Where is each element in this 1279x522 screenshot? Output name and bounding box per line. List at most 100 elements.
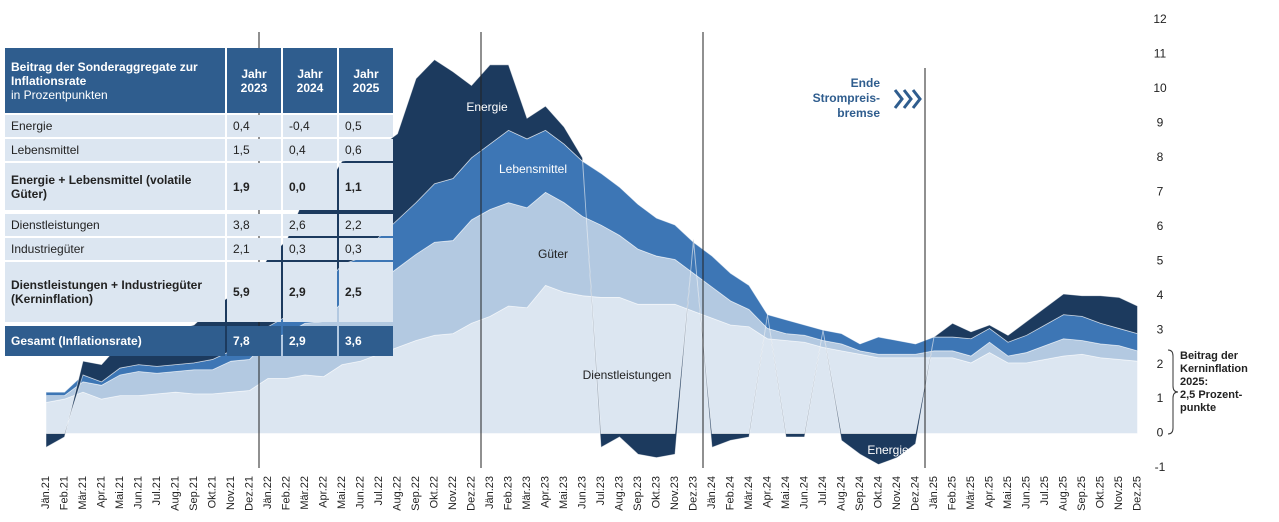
x-tick-label: Jun.23: [576, 476, 588, 509]
y-tick-label: 6: [1157, 219, 1164, 233]
annotation: Ende: [851, 76, 881, 90]
x-tick-label: Mär.25: [965, 476, 977, 510]
y-tick-label: 5: [1157, 253, 1164, 267]
table-header: Beitrag der Sonderaggregate zur Inflatio…: [5, 48, 393, 113]
row-label: Energie + Lebensmittel (volatile Güter): [5, 163, 225, 210]
table-row: Dienstleistungen 3,8 2,6 2,2: [5, 214, 393, 236]
x-tick-label: Sep.24: [854, 476, 866, 511]
annotation: 2,5 Prozent-: [1180, 389, 1243, 401]
table-subtitle: in Prozentpunkten: [11, 87, 108, 102]
x-tick-label: Nov.23: [669, 476, 681, 510]
cell: 0,4: [283, 139, 337, 161]
cell: 0,5: [339, 115, 393, 137]
x-tick-label: Dez.23: [687, 476, 699, 511]
row-label: Dienstleistungen + Industriegüter (Kerni…: [5, 262, 225, 322]
table-row: Energie + Lebensmittel (volatile Güter) 1…: [5, 163, 393, 210]
x-tick-label: Mai.24: [780, 476, 792, 509]
table-row: Gesamt (Inflationsrate) 7,8 2,9 3,6: [5, 326, 393, 356]
x-tick-label: Okt.21: [206, 476, 218, 508]
y-tick-label: 1: [1157, 391, 1164, 405]
cell: 2,1: [227, 238, 281, 260]
cell: 2,2: [339, 214, 393, 236]
table: Beitrag der Sonderaggregate zur Inflatio…: [5, 48, 393, 358]
x-tick-label: Okt.25: [1094, 476, 1106, 508]
x-tick-label: Aug.21: [169, 476, 181, 511]
series-label: Lebensmittel: [499, 162, 567, 176]
x-tick-label: Jän.24: [706, 476, 718, 509]
x-tick-label: Nov.24: [891, 476, 903, 510]
table-title: Beitrag der Sonderaggregate zur Inflatio…: [11, 59, 198, 88]
x-tick-label: Jul.21: [151, 476, 163, 505]
cell: 3,6: [339, 326, 393, 356]
column-header: Jahr 2023: [227, 48, 281, 113]
x-tick-label: Dez.24: [909, 476, 921, 511]
x-tick-label: Apr.21: [95, 476, 107, 508]
annotation: Strompreis-: [813, 91, 880, 105]
x-tick-label: Dez.25: [1131, 476, 1143, 511]
x-tick-label: Jul.23: [595, 476, 607, 505]
y-tick-label: -1: [1155, 460, 1166, 474]
cell: 1,1: [339, 163, 393, 210]
row-label: Dienstleistungen: [5, 214, 225, 236]
x-tick-label: Jun.22: [354, 476, 366, 509]
x-tick-label: Jun.25: [1020, 476, 1032, 509]
x-tick-label: Feb.24: [724, 476, 736, 510]
cell: 5,9: [227, 262, 281, 322]
table-row: Lebensmittel 1,5 0,4 0,6: [5, 139, 393, 161]
table-row: Dienstleistungen + Industriegüter (Kerni…: [5, 262, 393, 322]
x-tick-label: Mai.21: [114, 476, 126, 509]
cell: 2,5: [339, 262, 393, 322]
cell: 0,0: [283, 163, 337, 210]
x-tick-label: Feb.22: [280, 476, 292, 510]
row-label: Lebensmittel: [5, 139, 225, 161]
x-tick-label: Apr.22: [317, 476, 329, 508]
x-tick-label: Nov.22: [447, 476, 459, 510]
x-tick-label: Feb.21: [58, 476, 70, 510]
x-tick-label: Feb.23: [502, 476, 514, 510]
x-tick-label: Mär.21: [77, 476, 89, 510]
column-header: Jahr 2025: [339, 48, 393, 113]
cell: 7,8: [227, 326, 281, 356]
x-tick-label: Mär.23: [521, 476, 533, 510]
x-tick-label: Jun.24: [798, 476, 810, 509]
x-tick-label: Apr.23: [539, 476, 551, 508]
cell: 3,8: [227, 214, 281, 236]
y-tick-label: 4: [1157, 288, 1164, 302]
column-header: Jahr 2024: [283, 48, 337, 113]
y-tick-label: 10: [1153, 81, 1167, 95]
x-tick-label: Jän.23: [484, 476, 496, 509]
cell: 1,9: [227, 163, 281, 210]
cell: 1,5: [227, 139, 281, 161]
series-label: Dienstleistungen: [583, 368, 672, 382]
cell: 0,6: [339, 139, 393, 161]
annotation: 2025:: [1180, 376, 1208, 388]
row-label: Energie: [5, 115, 225, 137]
x-tick-label: Sep.21: [188, 476, 200, 511]
y-tick-label: 7: [1157, 184, 1164, 198]
y-tick-label: 3: [1157, 322, 1164, 336]
x-tick-label: Feb.25: [946, 476, 958, 510]
cell: 0,3: [339, 238, 393, 260]
x-tick-label: Sep.25: [1076, 476, 1088, 511]
x-tick-label: Aug.23: [613, 476, 625, 511]
x-tick-label: Apr.25: [983, 476, 995, 508]
x-tick-label: Okt.22: [428, 476, 440, 508]
y-tick-label: 11: [1154, 47, 1167, 61]
x-tick-label: Mär.24: [743, 476, 755, 510]
table-row: Energie 0,4 -0,4 0,5: [5, 115, 393, 137]
x-tick-label: Aug.22: [391, 476, 403, 511]
row-label: Gesamt (Inflationsrate): [5, 326, 225, 356]
area: [45, 59, 1138, 465]
y-tick-label: 0: [1157, 426, 1164, 440]
annotation: punkte: [1180, 402, 1216, 414]
x-tick-label: Okt.23: [650, 476, 662, 508]
x-tick-label: Jän.22: [262, 476, 274, 509]
x-tick-label: Okt.24: [872, 476, 884, 508]
cell: 2,9: [283, 326, 337, 356]
x-tick-label: Apr.24: [761, 476, 773, 508]
y-tick-label: 8: [1157, 150, 1164, 164]
cell: 0,3: [283, 238, 337, 260]
y-tick-label: 2: [1157, 357, 1164, 371]
x-tick-label: Mär.22: [299, 476, 311, 510]
